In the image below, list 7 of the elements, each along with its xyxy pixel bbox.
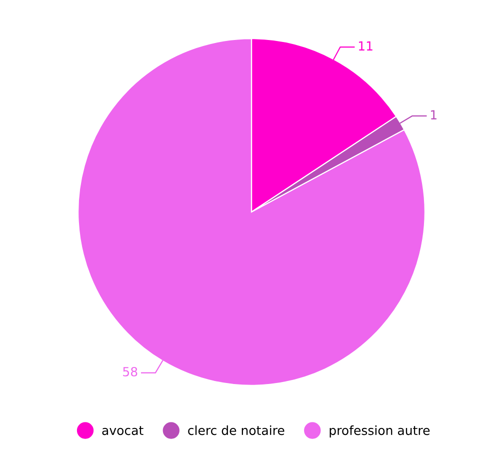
data-label: 58 bbox=[123, 366, 138, 376]
data-label: 1 bbox=[431, 110, 436, 120]
pie-slice bbox=[77, 38, 426, 386]
data-label: 11 bbox=[358, 41, 372, 50]
legend-label: clerc de notaire bbox=[188, 425, 284, 436]
legend-label: profession autre bbox=[330, 425, 430, 438]
legend-label: avocat bbox=[102, 426, 144, 436]
